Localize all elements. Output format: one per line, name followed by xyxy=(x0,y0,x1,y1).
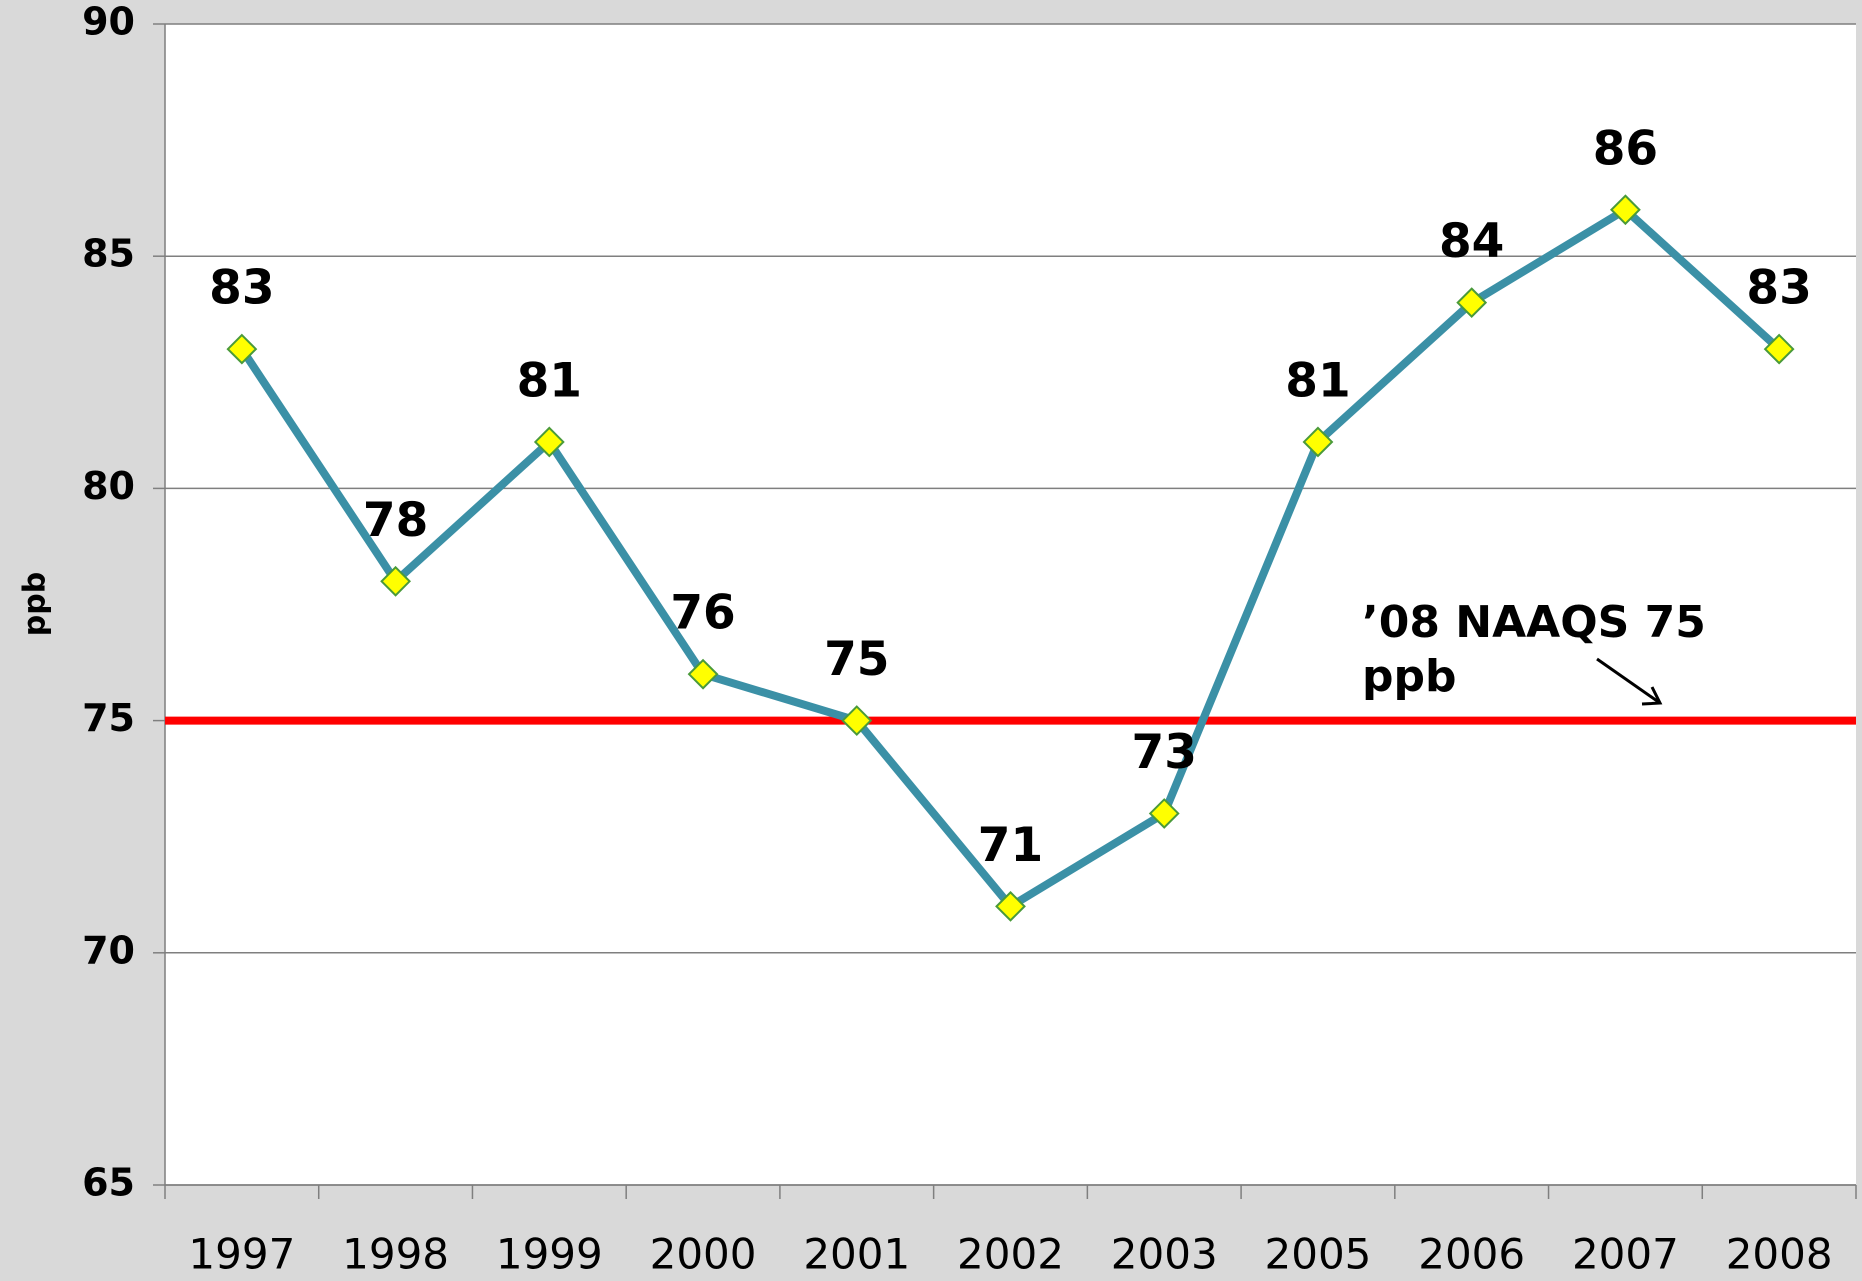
y-tick-label: 75 xyxy=(82,696,135,740)
x-tick-label: 2006 xyxy=(1418,1230,1525,1279)
data-label: 81 xyxy=(517,353,582,408)
data-label: 75 xyxy=(824,632,889,687)
y-tick-label: 85 xyxy=(82,232,135,276)
x-tick-label: 1997 xyxy=(188,1230,295,1279)
y-tick-label: 70 xyxy=(82,928,135,972)
marker xyxy=(226,333,258,365)
annotation-arrow xyxy=(1596,657,1661,705)
marker xyxy=(1456,287,1488,319)
data-label: 86 xyxy=(1593,121,1658,176)
marker xyxy=(533,426,565,458)
y-axis-label: ppb xyxy=(18,572,53,636)
marker xyxy=(841,705,873,737)
x-tick-label: 1999 xyxy=(496,1230,603,1279)
marker xyxy=(1609,194,1641,226)
y-tick-label: 90 xyxy=(82,0,135,44)
x-tick-label: 2008 xyxy=(1726,1230,1833,1279)
marker xyxy=(1302,426,1334,458)
data-label: 76 xyxy=(670,586,735,641)
x-tick-label: 1998 xyxy=(342,1230,449,1279)
x-tick-label: 2005 xyxy=(1265,1230,1372,1279)
x-tick-label: 2001 xyxy=(803,1230,910,1279)
x-tick-label: 2003 xyxy=(1111,1230,1218,1279)
y-tick-label: 65 xyxy=(82,1161,135,1205)
marker xyxy=(995,890,1026,922)
plot-area xyxy=(165,24,1856,1185)
marker xyxy=(1763,333,1795,365)
marker xyxy=(687,658,719,690)
marker xyxy=(1148,798,1180,829)
y-tick-label: 80 xyxy=(82,464,135,508)
x-tick-label: 2002 xyxy=(957,1230,1064,1279)
data-label: 73 xyxy=(1132,725,1197,780)
data-label: 71 xyxy=(978,818,1043,873)
data-label: 78 xyxy=(363,493,428,548)
data-label: 83 xyxy=(1746,261,1811,316)
data-label: 83 xyxy=(209,261,274,316)
marker xyxy=(380,565,412,597)
data-label: 84 xyxy=(1439,214,1504,269)
x-tick-label: 2007 xyxy=(1572,1230,1679,1279)
x-tick-label: 2000 xyxy=(650,1230,757,1279)
arrow-head xyxy=(1641,686,1663,706)
data-label: 81 xyxy=(1285,353,1350,408)
annotation: ’08 NAAQS 75 ppb xyxy=(1362,597,1706,702)
